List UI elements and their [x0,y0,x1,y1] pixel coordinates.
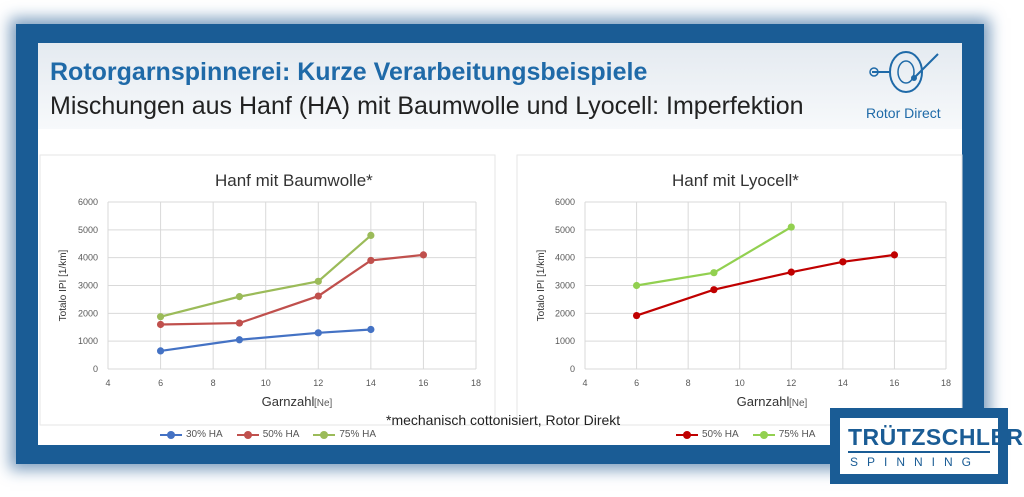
data-point [632,281,641,290]
legend-item: 75% HA [313,429,376,440]
data-point [839,258,847,266]
legend-swatch [160,430,182,439]
legend-item: 50% HA [236,429,300,440]
slide-title: Rotorgarnspinnerei: Kurze Verarbeitungsb… [50,58,648,86]
x-axis-label: Garnzahl [262,394,315,409]
series-line-2 [160,234,372,318]
legend-swatch [676,430,698,439]
x-tick-label: 10 [261,378,271,388]
y-tick-label: 3000 [78,281,98,291]
chart-title: Hanf mit Baumwolle* [215,171,373,190]
x-tick-label: 16 [889,378,899,388]
data-point [235,336,244,344]
truetzschler-logo: TRÜTZSCHLER SPINNING [830,408,1023,484]
data-point [314,329,322,337]
data-point [235,319,244,327]
x-axis-unit: [Ne] [314,398,333,409]
y-tick-label: 6000 [78,197,98,207]
x-tick-label: 4 [105,378,110,388]
legend-swatch [313,430,336,439]
x-tick-label: 10 [735,378,745,388]
legend-left: 30% HA 50% HA 75% HA [160,429,376,440]
x-tick-label: 12 [786,378,796,388]
data-point [314,277,322,285]
data-point [156,320,165,329]
y-tick-label: 5000 [78,225,98,235]
legend-item: 30% HA [160,429,223,440]
legend-item: 50% HA [676,429,739,440]
rotor-logo-text: Rotor Direct [866,105,941,121]
data-point [314,292,322,300]
x-tick-label: 14 [366,378,376,388]
series-line-0 [160,328,371,352]
x-tick-label: 6 [158,378,163,388]
legend-label: 50% HA [702,429,739,440]
y-tick-label: 2000 [555,308,575,318]
footnote: *mechanisch cottonisiert, Rotor Direkt [386,412,621,428]
x-tick-label: 14 [838,378,848,388]
y-tick-label: 5000 [555,225,575,235]
data-point [632,311,641,320]
x-tick-label: 18 [941,378,951,388]
legend-label: 50% HA [262,429,300,440]
legend-swatch [752,430,775,439]
y-tick-label: 1000 [78,336,98,346]
y-axis-label: Totalo IPI [1/km] [536,249,547,321]
y-tick-label: 1000 [555,336,575,346]
data-point [419,251,428,259]
legend-label: 75% HA [778,429,816,440]
x-tick-label: 18 [471,378,481,388]
y-axis-label: Totalo IPI [1/km] [58,249,69,321]
legend-right: 50% HA 75% HA [676,429,815,440]
data-point [367,325,375,334]
data-point [787,268,795,276]
data-point [367,231,375,239]
data-point [710,269,718,277]
legend-item: 75% HA [752,429,816,440]
title-bar [38,43,962,129]
slide-subtitle: Mischungen aus Hanf (HA) mit Baumwolle u… [50,92,804,120]
y-tick-label: 4000 [555,253,575,263]
brand-name: TRÜTZSCHLER [848,424,1024,450]
legend-swatch [236,430,259,439]
brand-rule [848,451,990,453]
y-tick-label: 0 [93,364,98,374]
y-tick-label: 4000 [78,253,98,263]
data-point [890,251,899,259]
x-axis-label: Garnzahl [737,394,790,409]
x-tick-label: 8 [686,378,691,388]
data-point [156,313,165,321]
brand-subline: SPINNING [850,455,981,469]
data-point [367,256,375,265]
data-point [710,286,718,294]
x-axis-unit: [Ne] [789,398,808,409]
legend-label: 75% HA [339,429,377,440]
data-point [235,293,244,301]
y-tick-label: 3000 [555,281,575,291]
y-tick-label: 6000 [555,197,575,207]
chart-panel [39,154,496,426]
data-point [787,223,795,231]
x-tick-label: 4 [582,378,587,388]
data-point [156,347,165,355]
y-tick-label: 2000 [78,308,98,318]
x-tick-label: 8 [211,378,216,388]
x-tick-label: 6 [634,378,639,388]
x-tick-label: 16 [418,378,428,388]
legend-label: 30% HA [186,429,223,440]
rotor-logo-icon [869,51,939,93]
chart-title: Hanf mit Lyocell* [672,171,799,190]
x-tick-label: 12 [313,378,323,388]
y-tick-label: 0 [570,364,575,374]
